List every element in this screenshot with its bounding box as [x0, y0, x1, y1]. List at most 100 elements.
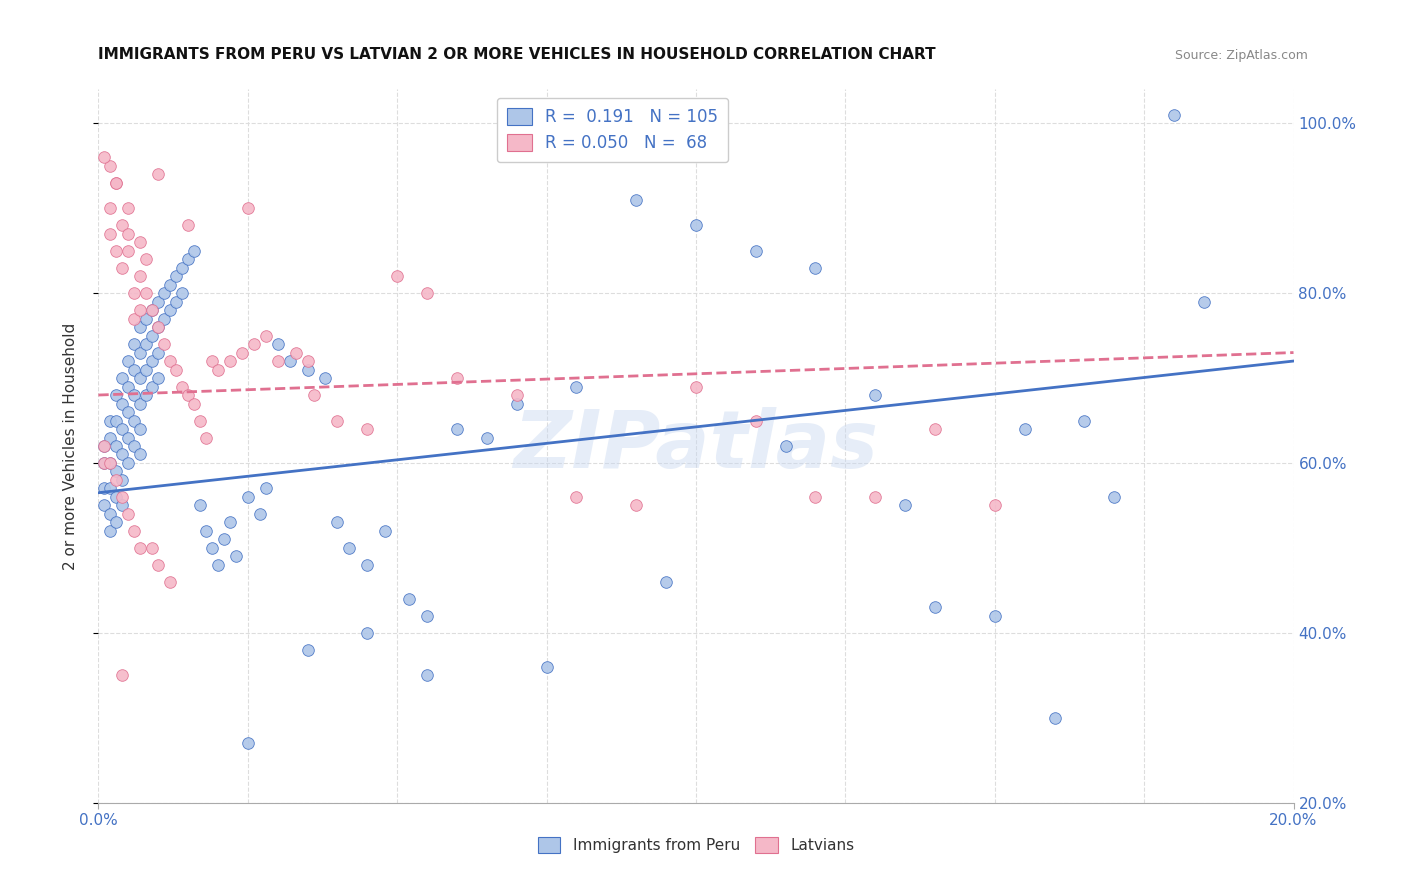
Point [105, 176, 128, 190]
Point [105, 244, 128, 258]
Point [129, 235, 152, 249]
Point [745, 244, 768, 258]
Point [236, 736, 259, 750]
Point [297, 362, 319, 376]
Point [129, 448, 152, 462]
Point [117, 201, 139, 215]
Point [148, 345, 170, 359]
Point [446, 422, 468, 436]
Point [177, 218, 200, 232]
Point [135, 388, 157, 402]
Point [315, 371, 337, 385]
Point [236, 201, 259, 215]
Point [100, 413, 122, 427]
Point [111, 490, 134, 504]
Point [105, 465, 128, 479]
Point [626, 499, 648, 513]
Point [297, 643, 319, 657]
Point [165, 269, 187, 284]
Point [172, 286, 194, 301]
Point [207, 558, 229, 572]
Point [172, 379, 194, 393]
Point [356, 422, 378, 436]
Text: ZIPatlas: ZIPatlas [513, 407, 879, 485]
Point [111, 448, 134, 462]
Point [225, 549, 247, 564]
Point [165, 294, 187, 309]
Point [100, 507, 122, 521]
Point [536, 660, 558, 674]
Point [1073, 413, 1095, 427]
Point [1192, 294, 1215, 309]
Point [183, 396, 205, 410]
Point [141, 354, 163, 368]
Point [135, 362, 157, 376]
Point [100, 482, 122, 496]
Point [135, 252, 157, 266]
Point [1043, 711, 1066, 725]
Point [148, 558, 170, 572]
Point [267, 354, 290, 368]
Point [141, 541, 163, 555]
Point [506, 396, 529, 410]
Point [775, 439, 797, 453]
Point [124, 311, 146, 326]
Point [100, 201, 122, 215]
Point [236, 490, 259, 504]
Point [865, 388, 887, 402]
Point [141, 328, 163, 343]
Point [124, 388, 146, 402]
Point [105, 176, 128, 190]
Point [135, 337, 157, 351]
Point [111, 499, 134, 513]
Point [105, 473, 128, 487]
Point [124, 362, 146, 376]
Point [278, 354, 301, 368]
Point [148, 167, 170, 181]
Point [93, 499, 115, 513]
Point [93, 150, 115, 164]
Point [111, 218, 134, 232]
Point [506, 388, 529, 402]
Point [117, 456, 139, 470]
Point [153, 311, 176, 326]
Point [356, 558, 378, 572]
Point [984, 608, 1007, 623]
Text: IMMIGRANTS FROM PERU VS LATVIAN 2 OR MORE VEHICLES IN HOUSEHOLD CORRELATION CHAR: IMMIGRANTS FROM PERU VS LATVIAN 2 OR MOR… [98, 47, 936, 62]
Point [655, 574, 678, 589]
Point [153, 286, 176, 301]
Point [141, 303, 163, 318]
Point [124, 439, 146, 453]
Point [148, 320, 170, 334]
Point [93, 482, 115, 496]
Point [188, 413, 211, 427]
Point [111, 668, 134, 682]
Point [111, 260, 134, 275]
Point [212, 533, 235, 547]
Point [124, 286, 146, 301]
Point [129, 396, 152, 410]
Point [195, 430, 218, 444]
Point [111, 473, 134, 487]
Legend: Immigrants from Peru, Latvians: Immigrants from Peru, Latvians [531, 831, 860, 859]
Point [100, 159, 122, 173]
Point [93, 456, 115, 470]
Point [398, 591, 420, 606]
Point [135, 286, 157, 301]
Point [326, 413, 349, 427]
Point [1104, 490, 1126, 504]
Point [129, 320, 152, 334]
Point [924, 422, 946, 436]
Point [117, 354, 139, 368]
Point [177, 388, 200, 402]
Point [374, 524, 396, 538]
Point [302, 388, 325, 402]
Point [159, 303, 181, 318]
Point [105, 439, 128, 453]
Point [105, 388, 128, 402]
Point [100, 524, 122, 538]
Point [219, 354, 242, 368]
Point [111, 371, 134, 385]
Point [117, 430, 139, 444]
Point [105, 490, 128, 504]
